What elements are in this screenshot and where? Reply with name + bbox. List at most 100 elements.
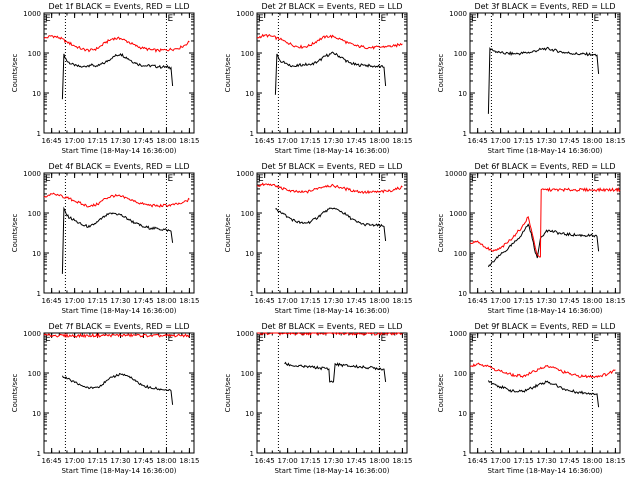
y-tick-label: 100: [241, 50, 254, 58]
y-tick-label: 10: [32, 250, 41, 258]
x-tick-label: 17:15: [87, 297, 107, 305]
panel-1: Det 1f BLACK = Events, RED = LLD 1 10 100 10…: [11, 2, 200, 155]
x-tick-label: 17:45: [346, 297, 366, 305]
event-marker-label: E: [258, 174, 264, 184]
x-axis-label: Start Time (18-May-14 16:36:00): [274, 307, 389, 315]
x-tick-label: 18:15: [179, 297, 199, 305]
y-tick-label: 1000: [449, 210, 467, 218]
x-tick-label: 17:00: [65, 457, 85, 465]
x-tick-label: 17:00: [491, 137, 511, 145]
y-axis-label: Counts/sec: [11, 54, 19, 93]
x-tick-label: 16:45: [468, 457, 488, 465]
panel-4: Det 4f BLACK = Events, RED = LLD 1 10 100 10…: [11, 162, 200, 315]
x-tick-label: 18:15: [605, 457, 625, 465]
x-axis-label: Start Time (18-May-14 16:36:00): [61, 307, 176, 315]
y-tick-label: 1: [250, 450, 254, 458]
panel-2: Det 2f BLACK = Events, RED = LLD 1 10 100 10…: [224, 2, 413, 155]
x-tick-label: 17:15: [513, 137, 533, 145]
y-tick-label: 100: [454, 50, 467, 58]
x-tick-label: 16:45: [255, 137, 275, 145]
lld-series-line: [469, 187, 621, 258]
y-axis-label: Counts/sec: [437, 374, 445, 413]
y-tick-label: 1000: [23, 10, 41, 18]
x-axis-label: Start Time (18-May-14 16:36:00): [61, 467, 176, 475]
x-tick-label: 18:00: [156, 297, 176, 305]
panel-title: Det 9f BLACK = Events, RED = LLD: [474, 322, 615, 331]
y-tick-label: 1: [250, 290, 254, 298]
events-series-line: [487, 46, 600, 114]
x-tick-label: 18:00: [582, 297, 602, 305]
y-tick-label: 100: [454, 370, 467, 378]
x-tick-label: 17:00: [65, 297, 85, 305]
events-series-line: [284, 361, 387, 383]
x-tick-label: 17:45: [346, 457, 366, 465]
lld-series-line: [256, 33, 403, 50]
x-tick-label: 18:15: [392, 137, 412, 145]
events-series-line: [274, 51, 387, 95]
plot-frame: [256, 12, 408, 134]
panel-9: Det 9f BLACK = Events, RED = LLD 1 10 100 10…: [437, 322, 626, 475]
y-axis-label: Counts/sec: [437, 214, 445, 253]
x-tick-label: 18:15: [605, 137, 625, 145]
x-tick-label: 16:45: [255, 457, 275, 465]
y-axis-label: Counts/sec: [11, 214, 19, 253]
plot-frame: [469, 12, 621, 134]
event-marker-label: E: [167, 14, 173, 24]
lld-series-line: [257, 182, 403, 195]
y-tick-label: 1000: [449, 330, 467, 338]
y-tick-label: 1: [463, 130, 467, 138]
x-tick-label: 17:45: [559, 137, 579, 145]
y-tick-label: 10: [458, 90, 467, 98]
x-tick-label: 17:45: [133, 297, 153, 305]
x-tick-label: 17:30: [110, 297, 130, 305]
x-tick-label: 16:45: [42, 137, 62, 145]
x-tick-label: 16:45: [468, 137, 488, 145]
x-tick-label: 17:45: [346, 137, 366, 145]
event-marker-label: E: [380, 174, 386, 184]
y-tick-label: 10: [245, 410, 254, 418]
y-tick-label: 10: [458, 290, 467, 298]
event-marker-label: E: [167, 334, 173, 344]
x-tick-label: 18:15: [392, 297, 412, 305]
y-tick-label: 1000: [23, 330, 41, 338]
plot-frame: [43, 172, 195, 294]
x-tick-label: 17:15: [300, 137, 320, 145]
x-tick-label: 17:30: [110, 137, 130, 145]
panel-title: Det 7f BLACK = Events, RED = LLD: [48, 322, 189, 331]
x-axis-label: Start Time (18-May-14 16:36:00): [274, 147, 389, 155]
x-tick-label: 18:00: [582, 137, 602, 145]
x-axis-label: Start Time (18-May-14 16:36:00): [61, 147, 176, 155]
lld-series-line: [469, 362, 616, 379]
lld-series-line: [43, 35, 190, 53]
y-tick-label: 1: [37, 290, 41, 298]
x-axis-label: Start Time (18-May-14 16:36:00): [487, 147, 602, 155]
y-tick-label: 1000: [23, 170, 41, 178]
event-marker-label: E: [45, 334, 51, 344]
y-tick-label: 10: [32, 90, 41, 98]
x-tick-label: 17:45: [559, 297, 579, 305]
y-tick-label: 1: [463, 450, 467, 458]
x-tick-label: 18:00: [369, 297, 389, 305]
y-tick-label: 100: [241, 210, 254, 218]
x-tick-label: 17:00: [65, 137, 85, 145]
event-marker-label: E: [593, 334, 599, 344]
x-axis-label: Start Time (18-May-14 16:36:00): [487, 307, 602, 315]
plot-frame: [469, 332, 621, 454]
events-series-line: [487, 223, 600, 268]
panel-title: Det 2f BLACK = Events, RED = LLD: [261, 2, 402, 11]
lld-series-line: [43, 192, 190, 208]
event-marker-label: E: [167, 174, 173, 184]
event-marker-label: E: [258, 14, 264, 24]
plot-frame: [43, 12, 195, 134]
event-marker-label: E: [45, 14, 51, 24]
event-marker-label: E: [380, 14, 386, 24]
y-tick-label: 1000: [449, 10, 467, 18]
x-tick-label: 17:00: [491, 297, 511, 305]
x-tick-label: 16:45: [468, 297, 488, 305]
event-marker-label: E: [45, 174, 51, 184]
panel-title: Det 5f BLACK = Events, RED = LLD: [261, 162, 402, 171]
y-tick-label: 10: [245, 250, 254, 258]
y-axis-label: Counts/sec: [437, 54, 445, 93]
x-tick-label: 17:00: [278, 137, 298, 145]
